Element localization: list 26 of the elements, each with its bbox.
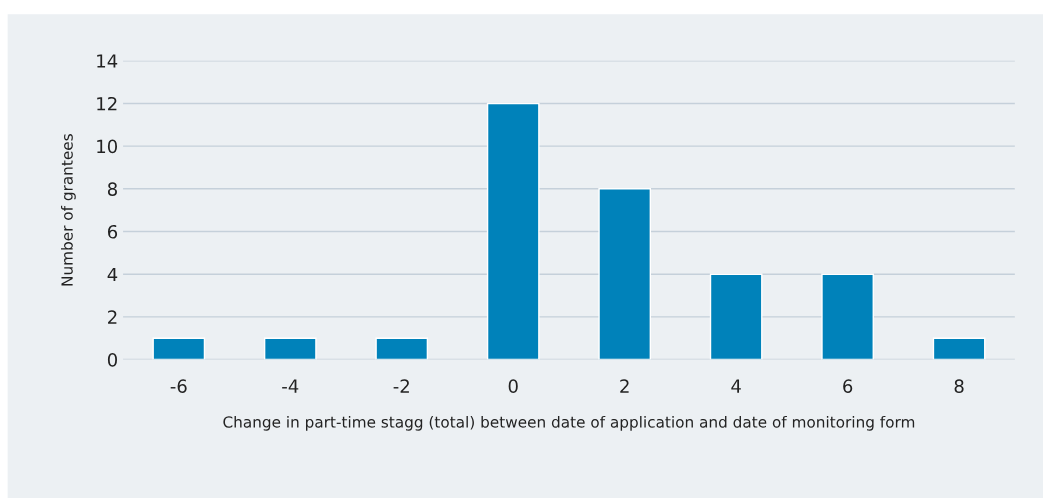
x-tick-label: 2 bbox=[620, 379, 629, 393]
y-tick-label: 4 bbox=[107, 267, 118, 282]
bar bbox=[486, 102, 540, 360]
y-axis-title: Number of grantees bbox=[61, 134, 76, 286]
x-tick-label: -2 bbox=[393, 379, 409, 393]
y-tick-label: 6 bbox=[107, 224, 118, 239]
x-tick-label: 4 bbox=[731, 379, 741, 393]
bar bbox=[709, 273, 763, 360]
x-tick-label: -6 bbox=[170, 379, 187, 393]
bar bbox=[152, 337, 206, 360]
bar bbox=[821, 273, 874, 360]
x-tick-label: 0 bbox=[508, 379, 518, 393]
y-tick-label: 0 bbox=[107, 353, 118, 367]
y-tick-label: 14 bbox=[97, 54, 118, 68]
x-tick-label: 6 bbox=[843, 379, 853, 393]
x-tick-label: -4 bbox=[282, 379, 299, 393]
x-axis-title: Change in part-time stagg (total) between date of application and date of monitoring form bbox=[223, 415, 915, 431]
y-tick-label: 8 bbox=[107, 182, 117, 196]
y-tick-label: 10 bbox=[97, 139, 118, 154]
bar bbox=[263, 337, 317, 360]
bar bbox=[932, 337, 986, 360]
bar bbox=[598, 188, 652, 360]
y-tick-label: 12 bbox=[97, 96, 117, 111]
bar bbox=[375, 337, 429, 360]
x-tick-label: 8 bbox=[954, 379, 964, 393]
y-tick-label: 2 bbox=[108, 310, 117, 324]
